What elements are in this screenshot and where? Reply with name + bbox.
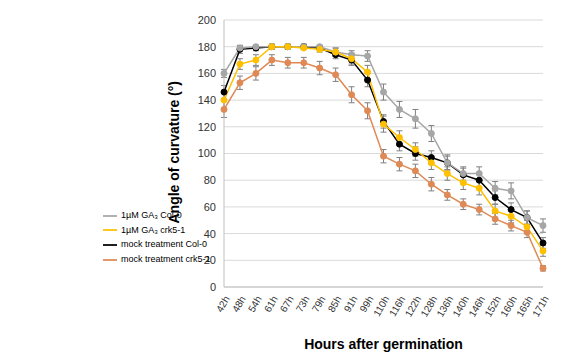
svg-text:40: 40 <box>204 228 216 240</box>
svg-text:79h: 79h <box>310 294 328 314</box>
svg-text:100: 100 <box>198 147 216 159</box>
svg-text:80: 80 <box>204 174 216 186</box>
svg-text:73h: 73h <box>294 294 312 314</box>
svg-text:120: 120 <box>198 121 216 133</box>
svg-text:91h: 91h <box>342 294 360 314</box>
svg-text:42h: 42h <box>214 294 232 314</box>
svg-text:200: 200 <box>198 14 216 26</box>
svg-text:61h: 61h <box>262 294 280 314</box>
svg-text:60: 60 <box>204 201 216 213</box>
svg-text:Hours after germination: Hours after germination <box>304 336 463 352</box>
svg-text:171h: 171h <box>530 294 551 319</box>
svg-text:Angle of curvature (°): Angle of curvature (°) <box>166 81 182 224</box>
svg-text:67h: 67h <box>278 294 296 314</box>
svg-text:85h: 85h <box>326 294 344 314</box>
svg-text:140: 140 <box>198 94 216 106</box>
svg-text:20: 20 <box>204 254 216 266</box>
svg-text:180: 180 <box>198 41 216 53</box>
svg-text:160: 160 <box>198 67 216 79</box>
svg-text:54h: 54h <box>246 294 264 314</box>
svg-text:0: 0 <box>210 281 216 293</box>
svg-text:48h: 48h <box>230 294 248 314</box>
